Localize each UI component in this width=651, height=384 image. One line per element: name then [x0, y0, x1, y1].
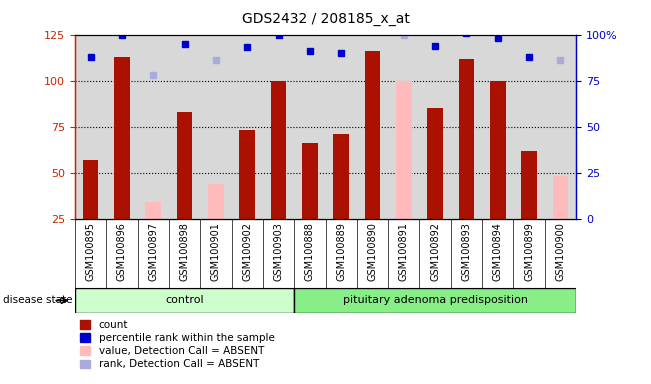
Text: pituitary adenoma predisposition: pituitary adenoma predisposition — [342, 295, 528, 306]
Text: GDS2432 / 208185_x_at: GDS2432 / 208185_x_at — [242, 12, 409, 25]
Text: GSM100891: GSM100891 — [399, 222, 409, 281]
Text: GSM100895: GSM100895 — [85, 222, 96, 281]
Text: GSM100898: GSM100898 — [180, 222, 189, 281]
Bar — [553, 177, 568, 219]
Text: GSM100901: GSM100901 — [211, 222, 221, 281]
Bar — [176, 112, 192, 219]
Bar — [83, 160, 98, 219]
Bar — [240, 131, 255, 219]
Text: GSM100893: GSM100893 — [462, 222, 471, 281]
Bar — [294, 288, 576, 313]
Text: control: control — [165, 295, 204, 306]
Text: GSM100892: GSM100892 — [430, 222, 440, 281]
Bar — [75, 288, 294, 313]
Bar — [459, 58, 475, 219]
Bar — [333, 134, 349, 219]
Bar — [521, 151, 537, 219]
Bar — [302, 143, 318, 219]
Text: GSM100889: GSM100889 — [336, 222, 346, 281]
Bar — [145, 202, 161, 219]
Bar — [427, 108, 443, 219]
Text: GSM100903: GSM100903 — [273, 222, 283, 281]
Bar — [490, 81, 506, 219]
Bar — [271, 81, 286, 219]
Text: GSM100900: GSM100900 — [555, 222, 566, 281]
Bar — [208, 184, 224, 219]
Bar — [396, 81, 411, 219]
Text: GSM100902: GSM100902 — [242, 222, 252, 281]
Text: GSM100888: GSM100888 — [305, 222, 315, 281]
Text: GSM100899: GSM100899 — [524, 222, 534, 281]
Bar — [365, 51, 380, 219]
Text: GSM100897: GSM100897 — [148, 222, 158, 281]
Text: GSM100890: GSM100890 — [368, 222, 378, 281]
Bar — [114, 57, 130, 219]
Legend: count, percentile rank within the sample, value, Detection Call = ABSENT, rank, : count, percentile rank within the sample… — [80, 320, 275, 369]
Text: GSM100896: GSM100896 — [117, 222, 127, 281]
Text: GSM100894: GSM100894 — [493, 222, 503, 281]
Text: disease state: disease state — [3, 295, 73, 306]
